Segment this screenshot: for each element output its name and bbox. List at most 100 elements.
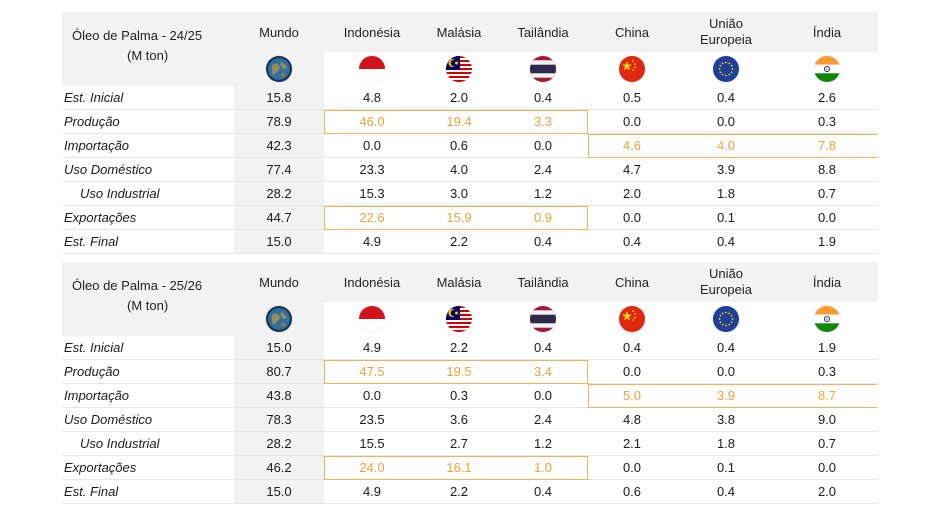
table-unit: (M ton): [127, 48, 169, 63]
cell-malasia: 0.6: [420, 133, 498, 158]
cell-india: 0.0: [776, 455, 878, 480]
cell-tailandia: 1.0: [498, 455, 588, 480]
cell-mundo: 46.2: [234, 455, 324, 480]
column-header-malasia: Malásia: [420, 262, 498, 302]
column-header-india: Índia: [776, 12, 878, 52]
cell-indonesia: 0.0: [324, 383, 420, 408]
india-flag-icon: [814, 306, 840, 332]
cell-tailandia: 0.0: [498, 133, 588, 158]
cell-india: 8.7: [776, 383, 878, 408]
globe-icon: [266, 56, 292, 82]
header-row: Óleo de Palma - 25/26 (M ton) Mundo Indo…: [62, 262, 878, 336]
cell-malasia: 15.9: [420, 205, 498, 230]
cell-malasia: 0.3: [420, 383, 498, 408]
column-header-malasia: Malásia: [420, 12, 498, 52]
cell-india: 0.3: [776, 109, 878, 134]
cell-china: 5.0: [588, 383, 676, 408]
cell-uniao-europeia: 3.9: [676, 383, 776, 408]
cell-uniao-europeia: 0.0: [676, 359, 776, 384]
cell-tailandia: 2.4: [498, 157, 588, 182]
cell-malasia: 2.0: [420, 86, 498, 110]
column-header-uniao-europeia: União Europeia: [676, 12, 776, 52]
cell-indonesia: 0.0: [324, 133, 420, 158]
table-unit: (M ton): [127, 298, 169, 313]
cell-india: 2.6: [776, 86, 878, 110]
thailand-flag-icon: [530, 56, 556, 82]
column-header-mundo: Mundo: [234, 12, 324, 52]
cell-india: 1.9: [776, 229, 878, 254]
cell-tailandia: 0.9: [498, 205, 588, 230]
cell-uniao-europeia: 3.8: [676, 407, 776, 432]
column-header-uniao-europeia: União Europeia: [676, 262, 776, 302]
column-header-china: China: [588, 262, 676, 302]
cell-mundo: 77.4: [234, 157, 324, 182]
cell-mundo: 15.8: [234, 86, 324, 110]
thailand-flag-icon: [530, 306, 556, 332]
european-union-flag-icon: [713, 306, 739, 332]
cell-china: 4.7: [588, 157, 676, 182]
cell-china: 0.4: [588, 336, 676, 360]
row-label: Produção: [62, 359, 234, 384]
cell-malasia: 2.2: [420, 229, 498, 254]
cell-indonesia: 47.5: [324, 359, 420, 384]
cell-china: 0.4: [588, 229, 676, 254]
cell-malasia: 2.2: [420, 479, 498, 504]
cell-mundo: 78.9: [234, 109, 324, 134]
cell-china: 0.0: [588, 359, 676, 384]
cell-china: 0.6: [588, 479, 676, 504]
cell-mundo: 15.0: [234, 229, 324, 254]
cell-china: 0.0: [588, 455, 676, 480]
table-body: Est. Inicial 15.8 4.8 2.0 0.4 0.5 0.4 2.6 Produç…: [62, 86, 878, 254]
cell-indonesia: 46.0: [324, 109, 420, 134]
cell-mundo: 44.7: [234, 205, 324, 230]
table-row: Importação 42.3 0.0 0.6 0.0 4.6 4.0 7.8: [62, 133, 878, 158]
palm-oil-tables: Óleo de Palma - 24/25 (M ton) Mundo Indo…: [62, 12, 878, 504]
cell-uniao-europeia: 0.4: [676, 336, 776, 360]
cell-india: 8.8: [776, 157, 878, 182]
cell-uniao-europeia: 4.0: [676, 133, 776, 158]
cell-tailandia: 0.4: [498, 86, 588, 110]
cell-indonesia: 15.5: [324, 431, 420, 456]
table-title-text: Óleo de Palma - 24/25: [72, 28, 203, 43]
column-header-indonesia: Indonésia: [324, 262, 420, 302]
cell-malasia: 19.5: [420, 359, 498, 384]
cell-uniao-europeia: 0.4: [676, 479, 776, 504]
cell-tailandia: 1.2: [498, 431, 588, 456]
column-header-tailandia: Tailândia: [498, 262, 588, 302]
european-union-flag-icon: [713, 56, 739, 82]
cell-malasia: 16.1: [420, 455, 498, 480]
table-row: Exportações 46.2 24.0 16.1 1.0 0.0 0.1 0.0: [62, 455, 878, 480]
cell-india: 0.3: [776, 359, 878, 384]
flag-row: [62, 52, 878, 86]
cell-china: 2.1: [588, 431, 676, 456]
cell-india: 0.0: [776, 205, 878, 230]
table-title-text: Óleo de Palma - 25/26: [72, 278, 203, 293]
cell-malasia: 4.0: [420, 157, 498, 182]
cell-mundo: 43.8: [234, 383, 324, 408]
row-label: Exportações: [62, 205, 234, 230]
cell-uniao-europeia: 0.1: [676, 205, 776, 230]
table-row: Produção 80.7 47.5 19.5 3.4 0.0 0.0 0.3: [62, 359, 878, 384]
table-row: Importação 43.8 0.0 0.3 0.0 5.0 3.9 8.7: [62, 383, 878, 408]
row-label: Est. Inicial: [62, 86, 234, 110]
cell-mundo: 80.7: [234, 359, 324, 384]
table-row: Uso Industrial 28.2 15.5 2.7 1.2 2.1 1.8 0.7: [62, 431, 878, 456]
cell-china: 0.0: [588, 205, 676, 230]
cell-indonesia: 4.9: [324, 229, 420, 254]
cell-indonesia: 23.3: [324, 157, 420, 182]
china-flag-icon: [619, 56, 645, 82]
cell-tailandia: 3.3: [498, 109, 588, 134]
cell-uniao-europeia: 0.1: [676, 455, 776, 480]
table-row: Uso Industrial 28.2 15.3 3.0 1.2 2.0 1.8 0.7: [62, 181, 878, 206]
cell-china: 4.8: [588, 407, 676, 432]
cell-mundo: 28.2: [234, 181, 324, 206]
table-row: Est. Final 15.0 4.9 2.2 0.4 0.6 0.4 2.0: [62, 479, 878, 504]
row-label: Est. Final: [62, 479, 234, 504]
table-title: Óleo de Palma - 25/26 (M ton): [62, 262, 234, 336]
table-row: Est. Inicial 15.0 4.9 2.2 0.4 0.4 0.4 1.9: [62, 336, 878, 360]
header-row: Óleo de Palma - 24/25 (M ton) Mundo Indo…: [62, 12, 878, 86]
cell-malasia: 2.2: [420, 336, 498, 360]
cell-tailandia: 1.2: [498, 181, 588, 206]
cell-india: 2.0: [776, 479, 878, 504]
row-label: Uso Doméstico: [62, 407, 234, 432]
